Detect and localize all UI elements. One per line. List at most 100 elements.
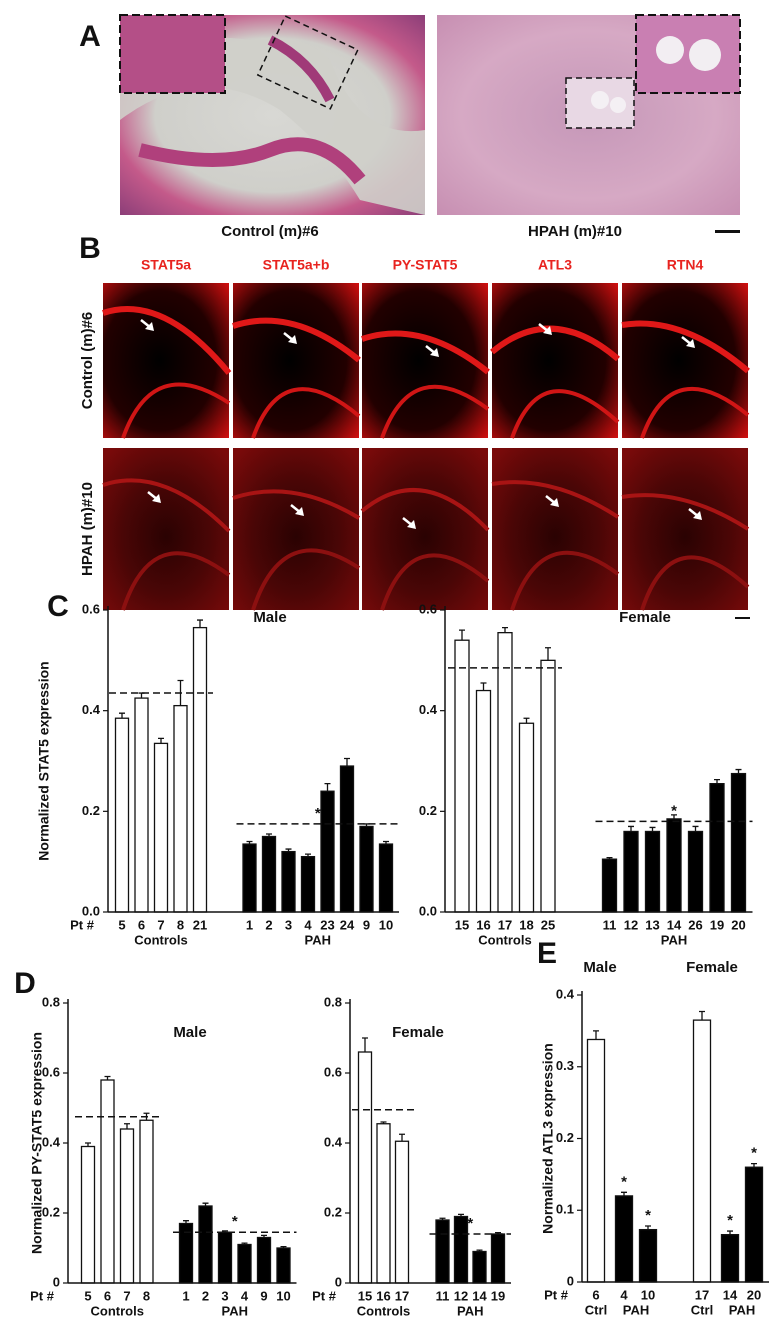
error-bar [104,1075,111,1080]
vessel-stain [232,317,361,363]
charts: 0.0 0.2 0.4 0.6 Normalized STAT5 expression P… [29,601,769,1317]
vessel-stain [251,548,361,611]
bar [623,830,639,913]
bar [586,1038,606,1283]
bar [497,632,513,913]
error-bar [138,692,145,699]
arrow-head [295,507,304,516]
arrow-head [686,339,695,348]
pt-label: Pt # [544,1287,569,1302]
arrow-head [430,348,439,357]
group-label: PAH [457,1303,483,1317]
significance: * [621,1173,627,1190]
error-bar [502,626,508,633]
error-bar [714,778,720,784]
subset-title: Male [173,1024,206,1041]
x-tick-label: 19 [710,917,724,932]
subset-title: Male [253,609,286,626]
x-tick-label: 15 [455,917,469,932]
bar [237,1243,252,1284]
error-bar [383,840,389,845]
bar [666,818,682,913]
arrow-head [550,498,559,507]
error-bar [261,1234,267,1238]
y-tick-label: 0.6 [324,1064,342,1079]
error-bar [183,1220,189,1224]
bar [134,697,149,913]
significance: * [232,1213,238,1230]
x-tick-label: 5 [84,1288,91,1303]
subset-title: Male [583,959,616,976]
vessel-stain [232,489,361,520]
error-bar [649,826,656,832]
y-tick-label: 0.0 [419,903,437,918]
x-tick-label: 13 [645,917,659,932]
bar [614,1195,634,1283]
group-label: Controls [478,932,531,947]
panel-label: B [79,232,101,265]
x-tick-label: 12 [454,1288,468,1303]
bar [687,830,704,913]
x-tick-label: 6 [104,1288,111,1303]
error-bar [85,1142,91,1147]
fluorescence-image [622,448,748,610]
column-header: RTN4 [667,257,704,273]
x-tick-label: 17 [395,1288,409,1303]
error-bar [362,1037,368,1052]
bar [453,1215,469,1284]
x-tick-label: 9 [363,917,370,932]
group-label: PAH [623,1302,649,1317]
bar [173,704,188,913]
error-bar [735,768,742,774]
vessel-stain [102,306,232,375]
x-tick-label: 10 [379,917,393,932]
error-bar [476,1249,483,1252]
error-bar [645,1225,651,1230]
vessel-stain [510,550,620,611]
vessel-stain [380,384,490,439]
scale-bar [715,230,740,233]
vessel-stain [121,382,231,439]
x-tick-label: 24 [340,917,355,932]
bar [256,1236,272,1284]
bar [644,830,661,913]
bar [518,722,535,913]
error-bar [751,1162,757,1168]
error-bar [439,1217,446,1220]
arrow-head [152,494,161,503]
fluorescence-image [622,283,748,438]
bar [475,689,492,913]
y-tick-label: 0.1 [556,1202,574,1217]
arrow-head [543,326,552,335]
caption: Control (m)#6 [221,223,319,240]
panel-label: A [79,20,101,53]
y-tick-label: 0.4 [42,1134,61,1149]
error-bar [628,825,634,832]
bar [720,1233,740,1283]
column-header: STAT5a [141,257,191,273]
column-header: ATL3 [538,257,572,273]
bar [192,626,208,913]
x-tick-label: 3 [221,1288,228,1303]
vessel-stain [621,493,750,531]
x-tick-label: 10 [641,1287,655,1302]
x-tick-label: 14 [472,1288,487,1303]
bar [320,790,335,913]
fluorescence-image [233,448,359,610]
bar-chart: 0.0 0.2 0.4 0.6 Normalized STAT5 expression P… [36,601,399,947]
y-tick-label: 0.8 [42,994,60,1009]
x-tick-label: 4 [241,1288,249,1303]
significance: * [645,1207,651,1224]
bar [744,1166,764,1283]
x-tick-label: 4 [304,917,312,932]
bar [638,1228,658,1283]
error-bar [280,1245,287,1248]
y-tick-label: 0.8 [324,994,342,1009]
bar [242,843,257,913]
error-bar [246,840,253,845]
vessel-stain [360,488,490,532]
bar [198,1205,213,1284]
group-label: Ctrl [585,1302,607,1317]
